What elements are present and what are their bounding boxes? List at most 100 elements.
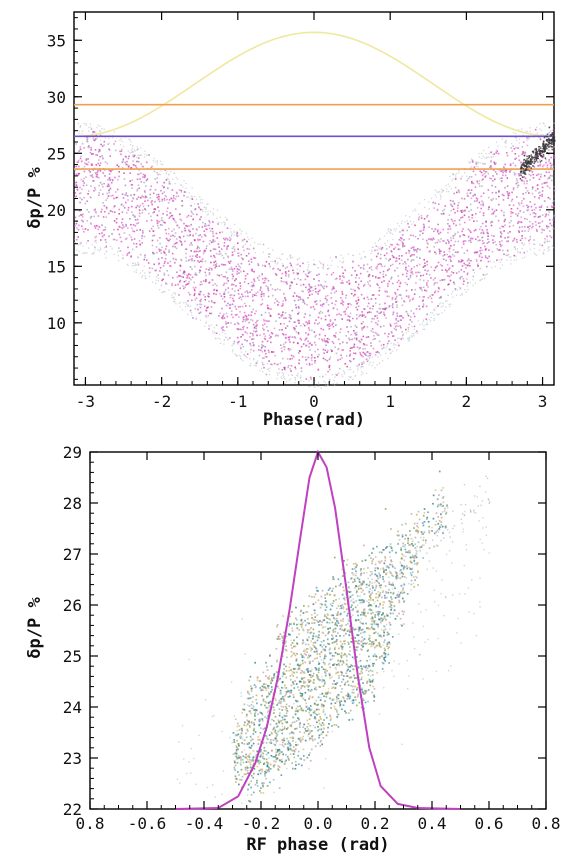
scatter-point	[494, 241, 496, 243]
scatter-point	[420, 546, 423, 548]
scatter-point	[150, 166, 153, 169]
scatter-point	[401, 535, 404, 538]
scatter-point	[358, 314, 361, 317]
scatter-point	[378, 340, 381, 343]
scatter-point	[512, 211, 514, 214]
scatter-point	[294, 321, 296, 323]
scatter-point	[289, 284, 292, 287]
scatter-point	[99, 130, 101, 132]
scatter-point	[492, 242, 495, 244]
scatter-point	[546, 227, 548, 229]
scatter-point	[352, 608, 355, 611]
scatter-point	[208, 300, 210, 303]
scatter-point	[297, 375, 299, 377]
scatter-point	[226, 277, 229, 279]
scatter-point	[81, 214, 83, 216]
scatter-point	[239, 328, 241, 330]
scatter-point	[200, 202, 202, 204]
scatter-point	[335, 256, 337, 258]
scatter-point	[501, 225, 503, 228]
scatter-point	[280, 280, 282, 282]
scatter-point	[546, 235, 548, 238]
scatter-point	[354, 293, 357, 296]
scatter-point	[224, 264, 227, 266]
scatter-point	[262, 278, 264, 280]
scatter-point	[252, 247, 255, 250]
scatter-point	[360, 584, 363, 586]
scatter-point	[439, 279, 441, 282]
scatter-point	[303, 324, 306, 327]
scatter-point	[86, 141, 89, 143]
scatter-point	[406, 272, 408, 275]
scatter-point	[446, 270, 448, 272]
scatter-point	[244, 278, 247, 280]
scatter-point	[408, 567, 411, 569]
scatter-point	[307, 261, 309, 263]
scatter-point	[175, 195, 178, 198]
scatter-point	[375, 351, 378, 354]
scatter-point	[370, 330, 372, 332]
scatter-point	[377, 263, 380, 266]
scatter-point	[231, 288, 234, 290]
scatter-point	[548, 131, 551, 134]
scatter-point	[291, 627, 294, 630]
scatter-point	[104, 161, 107, 163]
scatter-point	[229, 239, 231, 242]
scatter-point	[505, 140, 507, 142]
scatter-point	[440, 195, 442, 197]
scatter-point	[188, 192, 190, 194]
scatter-point	[144, 175, 146, 178]
scatter-point	[164, 257, 167, 260]
scatter-point	[195, 228, 198, 230]
scatter-point	[442, 532, 444, 534]
scatter-point	[243, 249, 245, 252]
scatter-point	[135, 243, 138, 245]
scatter-point	[372, 294, 375, 296]
scatter-point	[283, 376, 285, 378]
scatter-point	[470, 161, 472, 163]
scatter-point	[404, 544, 406, 546]
scatter-point	[510, 256, 512, 258]
scatter-point	[470, 189, 473, 191]
scatter-point	[341, 291, 343, 293]
scatter-point	[200, 281, 202, 283]
scatter-point	[244, 291, 246, 293]
scatter-point	[320, 285, 323, 287]
scatter-point	[339, 331, 341, 334]
scatter-point	[357, 585, 359, 588]
scatter-point	[78, 172, 81, 175]
scatter-point	[94, 149, 97, 151]
scatter-point	[425, 290, 428, 292]
scatter-point	[379, 312, 382, 314]
cluster-point	[551, 141, 553, 143]
scatter-point	[95, 224, 98, 227]
scatter-point	[350, 288, 352, 290]
scatter-point	[380, 263, 382, 266]
scatter-point	[285, 333, 287, 336]
scatter-point	[358, 581, 361, 583]
scatter-point	[260, 287, 262, 289]
scatter-point	[265, 261, 268, 263]
scatter-point	[379, 562, 381, 564]
scatter-point	[329, 319, 332, 321]
scatter-point	[387, 283, 389, 285]
scatter-point	[460, 261, 462, 263]
scatter-point	[322, 375, 324, 378]
scatter-point	[261, 361, 263, 363]
scatter-point	[362, 360, 365, 362]
scatter-point	[120, 203, 123, 206]
scatter-point	[257, 264, 260, 267]
scatter-point	[491, 267, 493, 269]
scatter-point	[352, 358, 355, 360]
scatter-point	[411, 333, 413, 335]
scatter-point	[256, 324, 258, 326]
scatter-point	[360, 322, 363, 325]
scatter-point	[242, 345, 245, 348]
scatter-point	[230, 227, 232, 230]
scatter-point	[454, 240, 457, 243]
scatter-point	[420, 531, 423, 533]
scatter-point	[429, 238, 432, 241]
scatter-point	[282, 333, 284, 335]
scatter-point	[522, 152, 524, 155]
scatter-point	[226, 278, 228, 280]
